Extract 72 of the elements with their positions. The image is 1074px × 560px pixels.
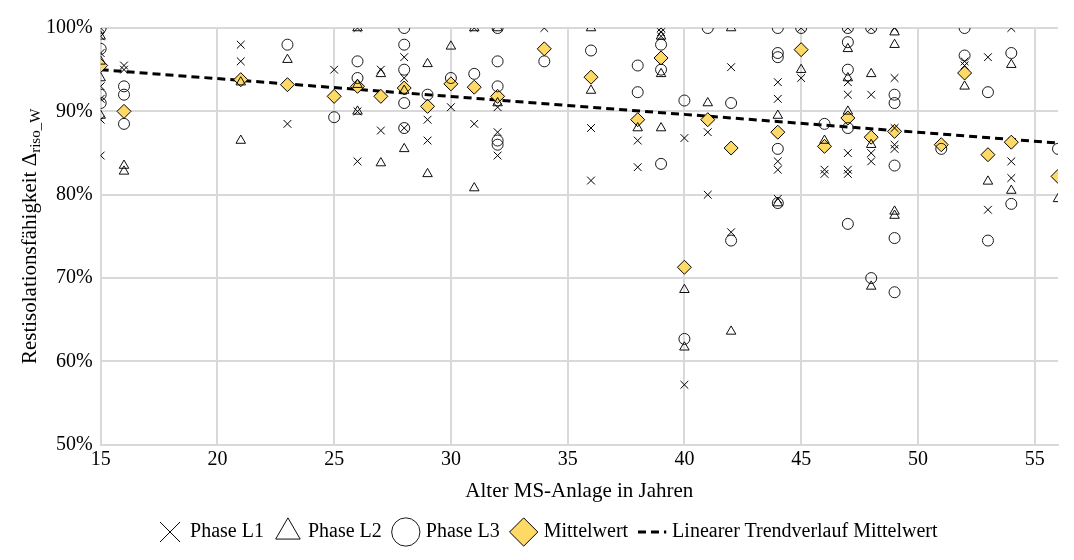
point: [583, 69, 599, 85]
point: [398, 84, 410, 94]
legend-label: Phase L2: [307, 519, 382, 542]
legend-label: Phase L1: [190, 519, 264, 542]
x-tick-label: 45: [791, 447, 812, 470]
y-tick-label: 90%: [55, 98, 93, 121]
point: [326, 88, 342, 104]
point: [536, 41, 552, 57]
point: [889, 205, 900, 215]
point: [373, 88, 389, 104]
x-tick-label: 30: [440, 447, 461, 470]
point: [282, 53, 293, 63]
point: [679, 283, 690, 293]
legend-label: Mittelwert: [543, 519, 629, 542]
legend-label: Phase L3: [425, 519, 500, 542]
point: [817, 138, 832, 154]
y-tick-label: 70%: [55, 265, 93, 288]
point: [235, 76, 247, 86]
point: [842, 105, 854, 115]
point: [422, 167, 433, 178]
point: [468, 182, 480, 192]
x-axis-title: Alter MS-Anlage in Jahren: [465, 477, 694, 502]
y-tick-label: 50%: [55, 432, 93, 455]
point: [865, 138, 877, 148]
point: [653, 50, 669, 66]
point: [982, 175, 994, 185]
point: [1003, 134, 1019, 150]
point: [235, 134, 247, 144]
point: [630, 112, 646, 128]
point: [819, 134, 830, 144]
point: [655, 67, 667, 78]
x-tick-label: 20: [207, 447, 228, 470]
point: [725, 325, 737, 335]
x-tick-label: 25: [324, 447, 345, 470]
point: [980, 147, 996, 163]
point: [865, 67, 877, 78]
point: [770, 124, 786, 140]
point: [793, 42, 809, 58]
point: [116, 103, 132, 119]
point: [772, 109, 784, 119]
point: [702, 97, 714, 107]
point: [420, 98, 436, 114]
point: [700, 112, 716, 128]
point: [375, 157, 387, 167]
y-tick-label: 100%: [45, 15, 93, 38]
point: [398, 142, 410, 153]
point: [723, 140, 739, 156]
point: [795, 63, 807, 73]
legend-label: Linearer Trendverlauf Mittelwert: [672, 519, 939, 542]
point: [889, 209, 900, 219]
x-tick-label: 55: [1024, 447, 1045, 470]
point: [957, 65, 973, 81]
point: [676, 259, 692, 275]
point: [585, 84, 597, 94]
point: [118, 159, 130, 169]
y-axis-title: Restisolationsfähigkeit Δriso_W: [16, 107, 43, 365]
point: [655, 122, 667, 132]
point: [118, 165, 130, 175]
point: [959, 80, 970, 90]
y-tick-label: 60%: [55, 348, 93, 371]
x-tick-label: 40: [674, 447, 695, 470]
point: [279, 77, 295, 93]
point: [422, 57, 433, 68]
point: [1006, 58, 1017, 68]
x-tick-label: 50: [907, 447, 928, 470]
y-tick-label: 80%: [55, 181, 93, 204]
point: [889, 38, 900, 48]
point: [1006, 184, 1017, 194]
point: [466, 79, 482, 95]
x-tick-label: 35: [557, 447, 578, 470]
point: [445, 40, 457, 50]
point: [632, 122, 643, 132]
